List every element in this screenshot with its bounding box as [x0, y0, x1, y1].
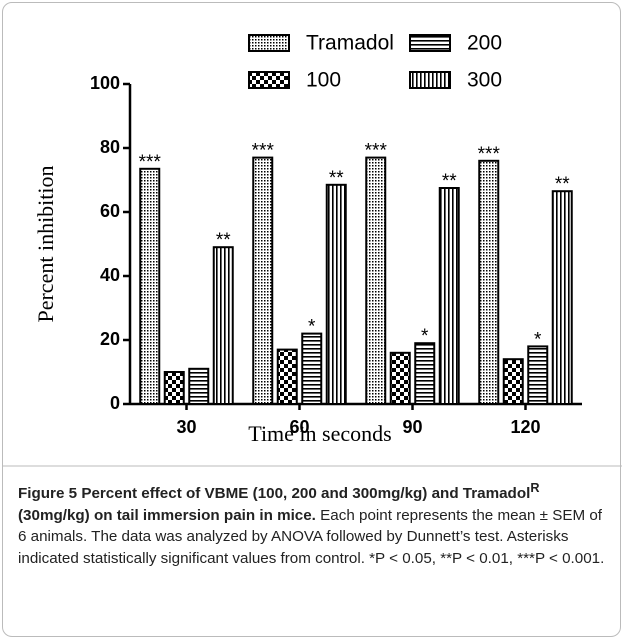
x-tick-label: 120: [510, 417, 540, 437]
legend-swatch: [248, 71, 290, 89]
caption-label: Figure 5: [18, 485, 78, 503]
legend-label: 300: [467, 69, 502, 92]
bar: [252, 156, 274, 405]
x-tick-label: 60: [289, 417, 309, 437]
bar: [414, 342, 436, 406]
annotation: ***: [252, 141, 275, 162]
annotation: ***: [365, 141, 388, 162]
x-tick-label: 90: [402, 417, 422, 437]
bar: [325, 183, 347, 405]
legend-label: 200: [467, 32, 502, 55]
bar: [389, 351, 411, 405]
y-tick-label: 20: [100, 329, 120, 349]
legend-label: Tramadol: [306, 32, 394, 55]
bar: [478, 159, 500, 405]
caption-title-sup: R: [530, 481, 540, 495]
bar: [365, 156, 387, 405]
bar: [139, 167, 161, 405]
bar: [212, 246, 234, 405]
caption-title-end: (30mg/kg) on tail immersion pain in mice…: [18, 506, 316, 524]
annotation: **: [442, 171, 457, 192]
bar: [163, 371, 185, 405]
y-tick-label: 40: [100, 265, 120, 285]
y-tick-label: 0: [110, 393, 120, 413]
caption-title: Percent effect of VBME (100, 200 and 300…: [81, 485, 531, 503]
caption-text: Each point represents the mean ± SEM of …: [18, 506, 605, 567]
annotation: *: [534, 329, 542, 350]
bar: [551, 190, 573, 405]
annotation: **: [329, 168, 344, 189]
y-tick-label: 80: [100, 137, 120, 157]
annotation: *: [308, 317, 316, 338]
bar: [301, 332, 323, 406]
x-tick-label: 30: [176, 417, 196, 437]
y-tick-label: 60: [100, 201, 120, 221]
bar: [276, 348, 298, 406]
legend-label: 100: [306, 69, 341, 92]
x-axis-label: Time in seconds: [248, 421, 391, 446]
annotation: ***: [478, 144, 501, 165]
bar: [527, 345, 549, 405]
bar: [438, 187, 460, 405]
annotation: **: [216, 230, 231, 251]
y-tick-label: 100: [90, 73, 120, 93]
annotation: **: [555, 174, 570, 195]
annotation: *: [421, 326, 429, 347]
bar: [188, 367, 210, 405]
caption: Figure 5 Percent effect of VBME (100, 20…: [18, 478, 610, 569]
legend-swatch: [409, 34, 451, 52]
legend-swatch: [248, 34, 290, 52]
chart: Time in seconds Percent inhibition 0 20 40…: [2, 32, 622, 467]
bar: [502, 358, 524, 406]
y-axis-label: Percent inhibition: [33, 165, 58, 322]
annotation: ***: [139, 152, 162, 173]
legend-swatch: [409, 71, 451, 89]
